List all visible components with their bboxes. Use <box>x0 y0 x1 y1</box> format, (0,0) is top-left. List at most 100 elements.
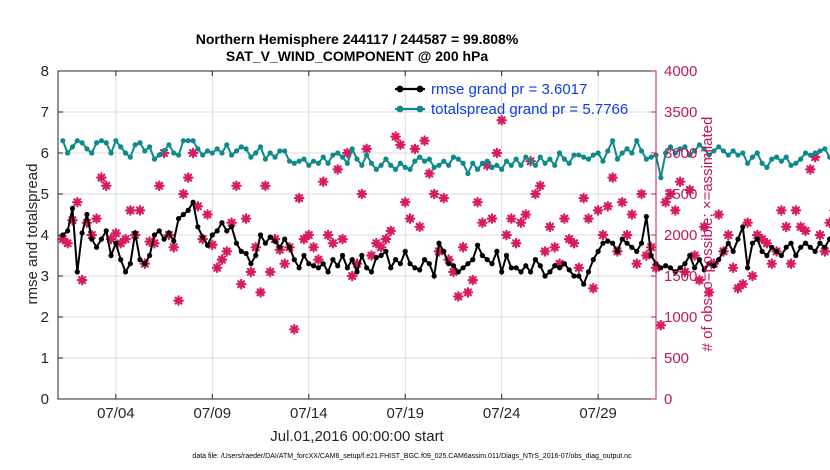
obs-point <box>351 258 363 269</box>
totalspread-point <box>802 150 809 156</box>
rmse-point <box>460 265 466 271</box>
obs-point <box>313 254 324 265</box>
totalspread-point <box>745 160 751 166</box>
totalspread-point <box>711 148 717 154</box>
totalspread-point <box>166 142 172 148</box>
rmse-point <box>817 240 823 246</box>
obs-point <box>544 221 556 233</box>
rmse-point <box>166 230 172 236</box>
obs-point <box>303 229 315 241</box>
obs-point <box>819 246 830 257</box>
obs-point <box>694 274 705 286</box>
obs-point <box>660 196 671 208</box>
rmse-point <box>783 244 789 250</box>
y2-axis-label: # of obs: o=possible; ×=assimilated <box>699 117 716 352</box>
rmse-point <box>523 263 529 269</box>
obs-point <box>539 246 551 257</box>
totalspread-point <box>576 152 582 158</box>
rmse-point <box>335 263 341 269</box>
obs-point <box>76 274 88 286</box>
obs-point <box>173 295 184 306</box>
obs-point <box>390 131 401 142</box>
obs-point <box>742 217 753 228</box>
x-tick-label: 07/19 <box>386 405 424 422</box>
obs-point <box>91 213 102 224</box>
obs-point <box>216 254 228 265</box>
totalspread-point <box>489 164 495 170</box>
rmse-point <box>730 248 736 254</box>
obs-point <box>81 217 93 228</box>
obs-series <box>57 114 830 335</box>
totalspread-point <box>185 138 191 144</box>
rmse-point <box>552 263 558 269</box>
obs-point <box>751 229 763 241</box>
obs-point <box>756 233 768 245</box>
rmse-point <box>720 248 727 254</box>
totalspread-point <box>224 142 230 148</box>
obs-point <box>337 233 348 245</box>
rmse-point <box>619 236 625 242</box>
totalspread-point <box>460 160 466 166</box>
obs-point <box>207 239 218 251</box>
rmse-point <box>267 234 273 240</box>
rmse-point <box>576 273 582 279</box>
rmse-point <box>257 232 264 238</box>
rmse-point <box>769 244 775 250</box>
obs-point <box>192 201 204 212</box>
rmse-point <box>200 234 206 240</box>
totalspread-point <box>310 158 317 164</box>
rmse-point <box>716 257 722 263</box>
totalspread-point <box>585 156 592 162</box>
obs-point <box>100 180 112 192</box>
totalspread-point <box>793 160 799 166</box>
rmse-point <box>185 207 191 213</box>
legend: rmse grand pr = 3.6017 totalspread grand … <box>395 81 628 118</box>
totalspread-point <box>600 158 606 164</box>
totalspread-point <box>561 156 567 162</box>
rmse-point <box>229 224 235 230</box>
rmse-point <box>677 265 683 271</box>
rmse-point <box>725 240 731 246</box>
obs-point <box>125 205 136 216</box>
obs-point <box>530 188 541 200</box>
rmse-series <box>60 199 830 287</box>
totalspread-point <box>663 150 669 156</box>
rmse-point <box>600 240 606 246</box>
totalspread-point <box>474 166 481 172</box>
legend-marker <box>396 85 404 93</box>
rmse-point <box>614 248 621 254</box>
totalspread-point <box>180 138 186 144</box>
rmse-point <box>175 216 182 222</box>
obs-point <box>824 217 830 228</box>
rmse-point <box>455 269 461 275</box>
totalspread-point <box>397 160 404 166</box>
rmse-point <box>388 265 394 271</box>
totalspread-point <box>306 162 312 168</box>
obs-point <box>684 184 696 196</box>
totalspread-point <box>470 160 476 166</box>
totalspread-point <box>537 154 543 160</box>
rmse-point <box>595 248 601 254</box>
obs-point <box>134 205 146 216</box>
obs-point <box>395 139 406 151</box>
totalspread-point <box>687 152 693 158</box>
totalspread-point <box>807 152 813 158</box>
rmse-point <box>764 252 770 259</box>
totalspread-point <box>672 150 678 156</box>
totalspread-point <box>735 152 741 158</box>
rmse-point <box>301 252 307 259</box>
totalspread-point <box>257 144 264 150</box>
totalspread-point <box>827 154 830 160</box>
obs-point <box>366 250 377 261</box>
rmse-point <box>691 265 698 271</box>
totalspread-point <box>624 146 630 152</box>
rmse-point <box>759 248 765 254</box>
obs-point <box>250 242 262 253</box>
y2-tick-label: 500 <box>664 350 689 367</box>
obs-point <box>747 270 758 282</box>
rmse-point <box>291 257 297 263</box>
obs-point <box>332 164 344 175</box>
rmse-point <box>296 265 302 271</box>
rmse-point <box>812 248 818 254</box>
rmse-point <box>277 244 283 250</box>
